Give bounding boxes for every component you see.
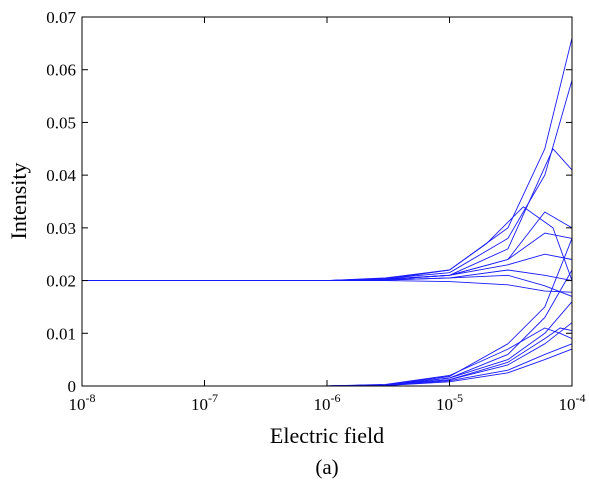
x-tick-label-3: 10-6 [314,391,341,414]
y-tick-label-1: 0 [68,377,77,396]
series-line-18 [326,327,573,387]
series-line-3 [82,148,573,282]
y-tick-label-7: 0.06 [46,61,76,80]
x-tick-label-1: 10-8 [69,391,96,414]
x-tick-label-5: 10-4 [559,391,586,414]
x-tick-label-4: 10-5 [436,391,463,414]
series-line-13 [326,327,573,387]
figure-caption: (a) [315,455,338,479]
plot-frame [81,16,573,387]
series-line-11 [326,301,573,387]
y-tick-label-3: 0.02 [46,272,76,291]
y-tick-label-4: 0.03 [46,219,76,238]
y-tick-label-2: 0.01 [46,324,76,343]
y-axis-label: Intensity [6,163,31,240]
series-line-7 [82,274,573,297]
series-line-2 [82,80,573,282]
series-line-8 [82,280,573,293]
series-line-6 [82,253,573,282]
series-line-5 [82,232,573,282]
ticks-layer: 10-8 10-7 10-6 10-5 10-4 0 0.01 0.02 0.03 0.04 0.0… [46,8,585,414]
y-tick-label-8: 0.07 [46,8,76,27]
series-line-10 [82,211,573,282]
x-tick-label-2: 10-7 [191,391,218,414]
y-tick-label-5: 0.04 [46,166,76,185]
series-layer [82,37,573,387]
series-line-17 [326,238,573,387]
x-axis-label: Electric field [270,423,384,448]
y-tick-label-6: 0.05 [46,113,76,132]
series-line-14 [326,269,573,387]
